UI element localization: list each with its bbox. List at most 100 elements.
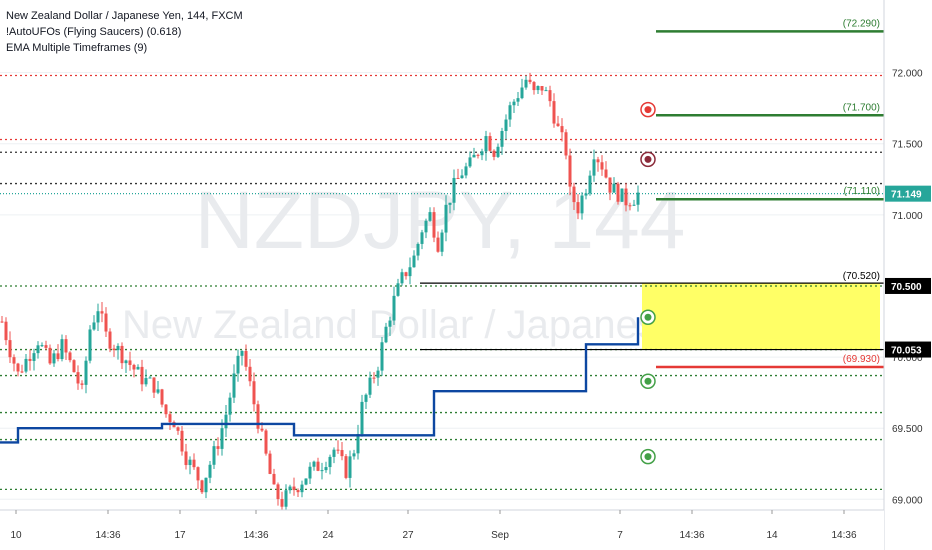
candle-body [408, 267, 412, 277]
candle-body [144, 378, 148, 385]
candle-body [536, 86, 540, 91]
candle-body [424, 220, 428, 233]
candle-body [148, 377, 152, 379]
candle-body [64, 339, 68, 353]
candle-body [304, 478, 308, 485]
candle-body [404, 272, 408, 277]
candle-body [8, 340, 12, 358]
candle-body [244, 350, 248, 367]
target-label: (72.290) [843, 18, 880, 29]
candle-body [132, 364, 136, 370]
candle-body [608, 177, 612, 193]
candle-body [264, 430, 268, 454]
candle-body [236, 355, 240, 374]
candle-body [376, 370, 380, 378]
candle-body [36, 345, 40, 354]
candle-body [20, 371, 24, 373]
candle-body [504, 119, 508, 132]
time-axis: 10 14:36 17 14:36 24 27 Sep 7 14:36 14 14:36 [0, 509, 884, 550]
candle-body [496, 146, 500, 157]
candle-body [532, 82, 536, 91]
candle-body [152, 377, 156, 393]
demand-zone [642, 283, 880, 350]
candle-body [268, 453, 272, 474]
candle-body [352, 453, 356, 457]
time-tick-label: 27 [402, 530, 414, 541]
price-axis: 69.000 69.500 70.000 71.000 71.500 72.000 71.1… [883, 0, 932, 550]
candle-body [340, 450, 344, 457]
candle-body [140, 366, 144, 385]
candle-body [384, 326, 388, 343]
candle-body [40, 345, 44, 347]
candle-body [300, 484, 304, 493]
candle-body [272, 473, 276, 485]
demand-zone-box [642, 283, 880, 350]
candle-body [28, 358, 32, 361]
candle-body [364, 394, 368, 402]
legend-symbol[interactable]: New Zealand Dollar / Japanese Yen, 144, … [6, 10, 243, 22]
candle-body [440, 232, 444, 252]
candle-body [80, 383, 84, 385]
candle-body [552, 101, 556, 124]
candle-body [308, 466, 312, 479]
candle-body [360, 401, 364, 435]
candle-body [92, 322, 96, 330]
candle-body [24, 358, 28, 372]
candle-body [72, 360, 76, 373]
candle-body [436, 237, 440, 252]
candle-body [116, 345, 120, 351]
time-tick-label: 10 [10, 530, 22, 541]
time-tick-label: 14 [766, 530, 778, 541]
candle-body [572, 186, 576, 203]
time-tick-label: 17 [174, 530, 186, 541]
candle-body [336, 449, 340, 451]
ufo-marker-dot [644, 155, 652, 163]
candle-body [176, 427, 180, 431]
candle-body [88, 329, 92, 361]
candle-body [484, 136, 488, 152]
candle-body [612, 183, 616, 193]
candle-body [540, 86, 544, 91]
candle-body [76, 372, 80, 384]
candle-body [476, 154, 480, 156]
candle-body [480, 151, 484, 156]
candle-body [16, 363, 20, 372]
candle-body [204, 477, 208, 493]
candle-body [500, 131, 504, 147]
candle-body [388, 320, 392, 327]
candle-body [312, 461, 316, 467]
candle-body [168, 414, 172, 423]
candles [0, 72, 640, 511]
candle-body [256, 404, 260, 429]
candle-body [0, 321, 4, 323]
candle-body [560, 126, 564, 133]
candle-body [228, 397, 232, 415]
candle-body [616, 183, 620, 202]
candle-body [200, 480, 204, 493]
legend-indicator-autoufos[interactable]: !AutoUFOs (Flying Saucers) (0.618) [6, 26, 182, 38]
price-tag-box [885, 341, 931, 358]
candle-body [296, 490, 300, 493]
candle-body [568, 155, 572, 187]
ema-line [0, 317, 640, 444]
candle-body [428, 212, 432, 221]
candle-body [576, 202, 580, 214]
ufo-marker-dot [644, 106, 652, 114]
candle-body [320, 470, 324, 472]
candle-body [160, 389, 164, 405]
legend-indicator-ema[interactable]: EMA Multiple Timeframes (9) [6, 42, 148, 54]
candle-body [588, 175, 592, 194]
candle-body [56, 353, 60, 360]
time-tick-label: 14:36 [95, 530, 120, 541]
candle-body [432, 212, 436, 238]
target-label: (71.700) [843, 102, 880, 113]
candle-body [192, 459, 196, 468]
target-label: (71.110) [843, 186, 880, 197]
candle-body [452, 177, 456, 203]
time-tick-label: 14:36 [243, 530, 268, 541]
candle-body [316, 461, 320, 471]
candle-body [124, 360, 128, 364]
candle-body [68, 352, 72, 361]
